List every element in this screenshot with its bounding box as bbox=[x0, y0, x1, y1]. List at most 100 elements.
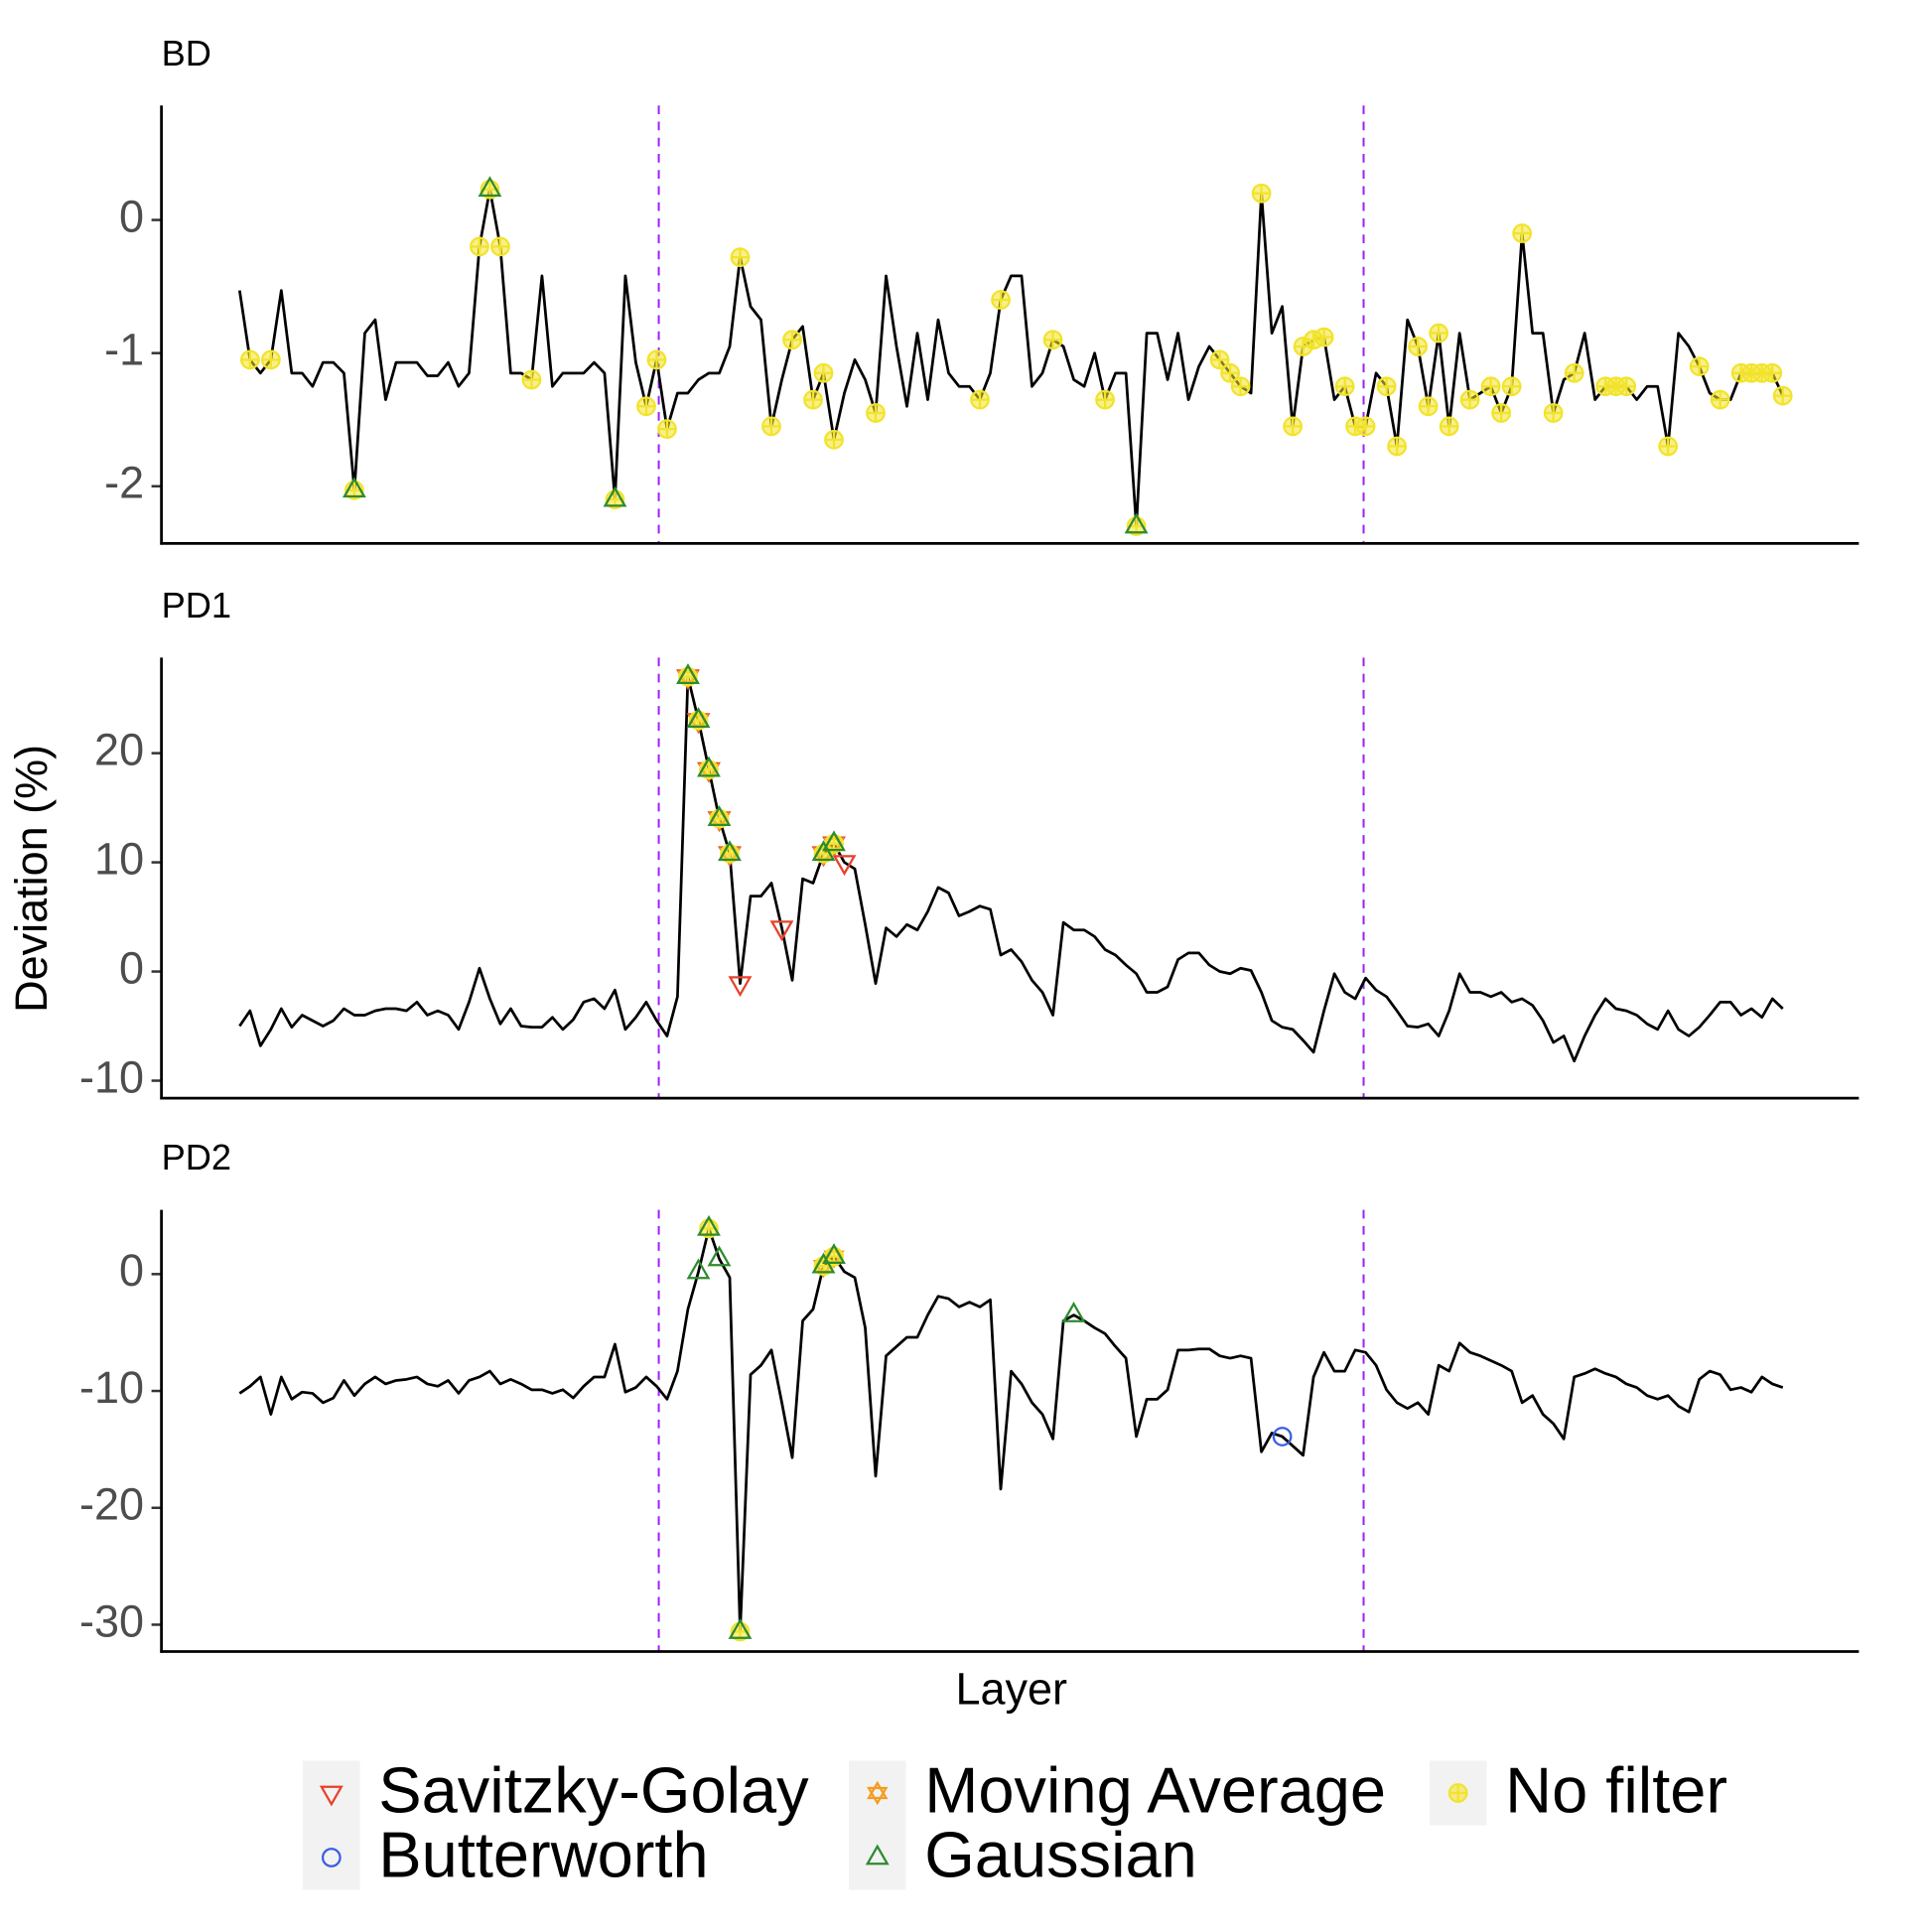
marker bbox=[646, 349, 667, 370]
marker bbox=[521, 369, 542, 390]
y-tick-label: 20 bbox=[94, 725, 144, 775]
line bbox=[238, 675, 1784, 1063]
marker bbox=[824, 429, 844, 450]
marker bbox=[636, 396, 656, 417]
marker bbox=[1543, 403, 1564, 423]
marker-series bbox=[1272, 1427, 1293, 1447]
x-axis-label: Layer bbox=[955, 1664, 1067, 1715]
marker bbox=[261, 349, 281, 370]
marker bbox=[1710, 389, 1730, 410]
marker bbox=[991, 290, 1011, 310]
marker bbox=[1220, 362, 1240, 383]
y-tick-label: 0 bbox=[119, 191, 144, 241]
marker bbox=[1061, 1302, 1086, 1322]
marker bbox=[239, 349, 260, 370]
marker bbox=[1480, 376, 1501, 397]
panel-title: PD1 bbox=[162, 585, 231, 625]
marker bbox=[707, 805, 732, 826]
marker bbox=[697, 756, 721, 777]
marker bbox=[822, 1243, 846, 1265]
marker bbox=[686, 707, 711, 729]
y-tick-label: 10 bbox=[94, 833, 144, 884]
y-tick-label: -2 bbox=[104, 458, 144, 508]
legend-label: Butterworth bbox=[378, 1819, 708, 1891]
marker bbox=[1251, 183, 1272, 204]
marker bbox=[686, 1258, 711, 1280]
panel-title: PD2 bbox=[162, 1137, 231, 1177]
y-tick-label: 0 bbox=[119, 942, 144, 993]
marker bbox=[813, 362, 834, 383]
legend-marker bbox=[321, 1848, 342, 1867]
marker bbox=[811, 840, 836, 862]
marker bbox=[490, 236, 510, 257]
marker-series bbox=[676, 663, 846, 862]
marker bbox=[603, 485, 627, 507]
marker bbox=[1272, 1427, 1293, 1447]
marker bbox=[728, 1618, 753, 1639]
marker bbox=[1387, 436, 1408, 457]
marker bbox=[1334, 376, 1355, 397]
marker bbox=[676, 663, 700, 685]
marker bbox=[1124, 512, 1149, 534]
marker bbox=[1439, 416, 1459, 437]
marker bbox=[832, 855, 857, 877]
marker bbox=[1459, 389, 1480, 410]
legend-marker bbox=[1447, 1783, 1468, 1803]
marker bbox=[1429, 323, 1449, 344]
y-tick-label: -20 bbox=[79, 1479, 144, 1530]
marker bbox=[769, 920, 794, 942]
marker bbox=[1313, 327, 1334, 347]
marker bbox=[970, 389, 990, 410]
legend-label: Gaussian bbox=[924, 1819, 1197, 1891]
marker bbox=[470, 236, 489, 257]
marker-series bbox=[342, 176, 1149, 534]
y-tick-label: 0 bbox=[119, 1245, 144, 1296]
marker bbox=[782, 330, 802, 350]
y-tick-label: -30 bbox=[79, 1595, 144, 1646]
marker bbox=[1616, 376, 1637, 397]
marker bbox=[1418, 396, 1439, 417]
marker bbox=[761, 416, 781, 437]
marker bbox=[1512, 223, 1533, 243]
legend-label: Savitzky-Golay bbox=[378, 1754, 809, 1827]
marker bbox=[1042, 330, 1063, 350]
marker bbox=[1408, 337, 1429, 356]
marker bbox=[822, 830, 846, 852]
y-tick-label: -1 bbox=[104, 325, 144, 375]
marker bbox=[1658, 436, 1679, 457]
marker bbox=[478, 176, 502, 198]
y-tick-label: -10 bbox=[79, 1362, 144, 1413]
marker bbox=[1772, 385, 1793, 406]
marker bbox=[1095, 389, 1115, 410]
marker bbox=[342, 477, 366, 498]
marker-series bbox=[699, 1218, 844, 1642]
panel-title: BD bbox=[162, 33, 211, 73]
legend-label: Moving Average bbox=[924, 1754, 1386, 1827]
marker-series bbox=[686, 1214, 1086, 1639]
marker bbox=[1762, 362, 1783, 383]
legend-marker bbox=[319, 1785, 344, 1807]
legend-key bbox=[303, 1760, 360, 1826]
y-tick-label: -10 bbox=[79, 1051, 144, 1102]
marker bbox=[1209, 349, 1230, 370]
line bbox=[238, 1227, 1784, 1633]
marker bbox=[1564, 362, 1584, 383]
legend-key bbox=[849, 1825, 906, 1890]
marker bbox=[1355, 416, 1376, 437]
marker bbox=[718, 840, 742, 862]
marker bbox=[1491, 403, 1512, 423]
marker-series bbox=[239, 179, 1793, 536]
marker bbox=[707, 1245, 732, 1267]
legend-label: No filter bbox=[1505, 1754, 1727, 1827]
legend-marker bbox=[867, 1780, 889, 1806]
marker bbox=[1230, 376, 1251, 397]
line bbox=[237, 188, 1785, 528]
y-axis-label: Deviation (%) bbox=[6, 745, 57, 1013]
marker bbox=[1501, 376, 1522, 397]
marker bbox=[728, 976, 753, 998]
legend-marker bbox=[865, 1844, 890, 1865]
marker bbox=[1376, 376, 1397, 397]
legend-key bbox=[849, 1760, 906, 1826]
marker bbox=[697, 1214, 721, 1236]
